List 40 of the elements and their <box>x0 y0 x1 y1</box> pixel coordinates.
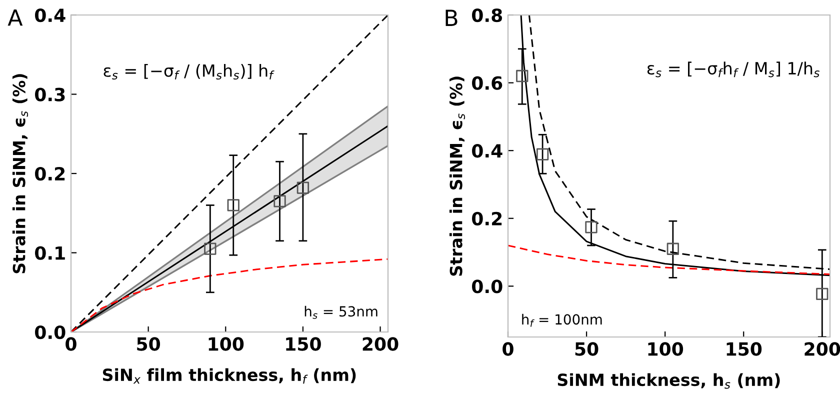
y-tick-label: 0.1 <box>35 246 65 260</box>
x-axis-title: SiN$_{x}$ film thickness, h$_{f}$ (nm) <box>102 368 356 384</box>
x-tick-label: 0 <box>66 337 76 351</box>
chart-title: A <box>8 9 23 26</box>
point <box>227 199 240 212</box>
chart-title: B <box>446 10 458 26</box>
y-tick-label: 0.4 <box>35 8 66 22</box>
annotation: h$_{f}$ = 100nm <box>522 314 602 327</box>
x-tick-label: 100 <box>208 337 244 351</box>
y-tick-label: 0.6 <box>472 76 502 90</box>
text: ε$_{s}$ = [−σ$_{f}$ / (M$_{s}$h$_{s}$)] h$_{f}$ <box>104 64 274 80</box>
y-tick-label: 0.2 <box>472 212 502 226</box>
line-series <box>508 244 830 276</box>
x-axis-title: SiNM thickness, h$_{s}$ (nm) <box>558 373 780 389</box>
y-axis-title: Strain in SiNM, ϵ$_{s}$ (%) <box>449 76 466 276</box>
point <box>274 195 286 208</box>
point <box>585 221 598 234</box>
y-tick-label: 0.0 <box>472 280 502 294</box>
point <box>816 288 828 300</box>
text: ε$_{s}$ = [−σ$_{f}$h$_{f}$ / M$_{s}$] 1/h$_{s}$ <box>647 62 820 78</box>
point <box>666 242 679 255</box>
point <box>296 182 310 194</box>
x-tick-label: 0 <box>502 342 514 356</box>
x-tick-label: 50 <box>575 342 598 356</box>
x-tick-label: 150 <box>726 342 762 356</box>
x-tick-label: 200 <box>804 342 840 356</box>
y-tick-label: 0.4 <box>472 144 502 158</box>
y-tick-label: 0.3 <box>35 88 65 102</box>
x-tick-label: 50 <box>137 337 160 351</box>
x-tick-label: 150 <box>286 337 321 351</box>
y-axis-title: Strain in SiNM, ϵ$_{s}$ (%) <box>12 74 28 274</box>
annotation: h$_{s}$ = 53nm <box>304 306 378 319</box>
y-tick-label: 0.8 <box>472 8 502 22</box>
point <box>516 70 528 82</box>
y-tick-label: 0.0 <box>35 325 66 340</box>
x-tick-label: 100 <box>648 342 684 356</box>
y-tick-label: 0.2 <box>35 166 65 181</box>
x-tick-label: 200 <box>362 337 398 351</box>
point <box>536 148 549 160</box>
point <box>204 242 216 255</box>
